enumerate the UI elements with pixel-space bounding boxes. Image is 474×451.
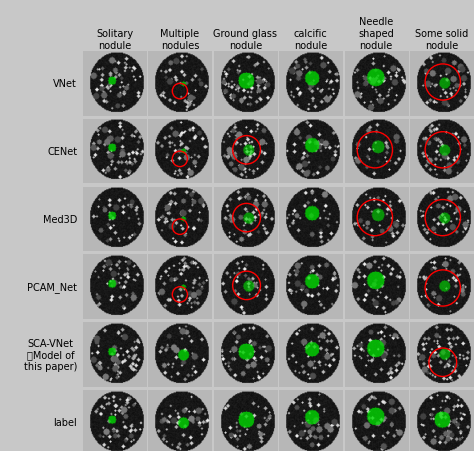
Text: CENet: CENet xyxy=(47,147,77,157)
Text: Solitary
nodule: Solitary nodule xyxy=(96,29,133,51)
Text: Some solid
nodule: Some solid nodule xyxy=(415,29,468,51)
Text: calcific
nodule: calcific nodule xyxy=(294,29,328,51)
Text: SCA-VNet
（Model of
this paper): SCA-VNet （Model of this paper) xyxy=(24,338,77,371)
Text: Multiple
nodules: Multiple nodules xyxy=(160,29,200,51)
Text: PCAM_Net: PCAM_Net xyxy=(27,281,77,293)
Text: VNet: VNet xyxy=(54,79,77,89)
Text: label: label xyxy=(54,417,77,428)
Text: Ground glass
nodule: Ground glass nodule xyxy=(213,29,277,51)
Text: Needle
shaped
nodule: Needle shaped nodule xyxy=(358,18,394,51)
Text: Med3D: Med3D xyxy=(43,214,77,225)
